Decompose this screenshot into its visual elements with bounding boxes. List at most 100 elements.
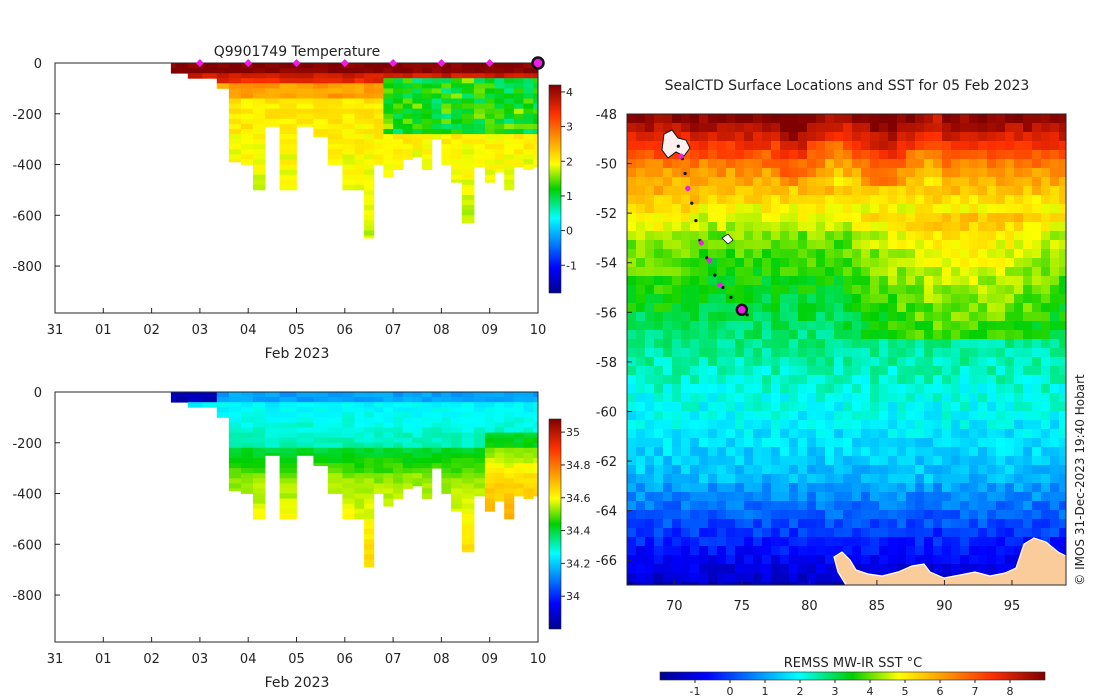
section-cell xyxy=(279,154,297,160)
section-cell xyxy=(253,118,266,125)
sst-cell xyxy=(708,267,718,277)
sst-cell xyxy=(798,258,808,268)
x-tick-label: 03 xyxy=(192,323,209,338)
sst-cell xyxy=(627,384,637,394)
section-cell xyxy=(523,463,534,469)
section-cell xyxy=(342,83,355,89)
sst-cell xyxy=(717,501,727,511)
sst-cell xyxy=(1050,186,1060,196)
sst-cell xyxy=(645,537,655,547)
section-cell xyxy=(253,422,266,428)
sst-cell xyxy=(924,528,934,538)
section-cell xyxy=(441,98,452,104)
sst-cell xyxy=(735,537,745,547)
sst-cell xyxy=(1023,411,1033,421)
sst-cell xyxy=(681,123,691,133)
sst-cell xyxy=(1032,222,1042,232)
sst-cell xyxy=(1059,177,1066,187)
sst-cell xyxy=(654,276,664,286)
sst-cell xyxy=(789,564,799,574)
sst-cell xyxy=(690,357,700,367)
sst-cell xyxy=(1032,384,1042,394)
sst-cell xyxy=(996,474,1006,484)
sst-cell xyxy=(798,438,808,448)
sst-cell xyxy=(726,285,736,295)
sst-cell xyxy=(654,447,664,457)
sst-cell xyxy=(1032,276,1042,286)
sst-cell xyxy=(942,312,952,322)
sst-cell xyxy=(753,420,763,430)
sst-colorbar-tick-label: 5 xyxy=(902,685,909,698)
section-cell xyxy=(494,473,505,479)
sst-cell xyxy=(969,168,979,178)
sst-cell xyxy=(663,177,673,187)
sst-cell xyxy=(807,312,817,322)
sst-cell xyxy=(1059,123,1066,133)
x-tick-label: 09 xyxy=(481,323,498,338)
sst-cell xyxy=(780,402,790,412)
sst-cell xyxy=(636,582,646,585)
sst-cell xyxy=(726,321,736,331)
sst-cell xyxy=(807,384,817,394)
sst-cell xyxy=(753,222,763,232)
sst-cell xyxy=(942,177,952,187)
section-cell xyxy=(327,478,343,484)
sst-cell xyxy=(636,321,646,331)
section-cell xyxy=(202,68,218,74)
sst-cell xyxy=(852,186,862,196)
sst-cell xyxy=(753,528,763,538)
sst-cell xyxy=(726,501,736,511)
section-cell xyxy=(504,447,515,454)
section-cell xyxy=(373,427,384,433)
section-cell xyxy=(228,442,242,449)
temperature-panel: Q9901749 Temperature 0-200-400-600-800 3… xyxy=(12,44,576,362)
section-cell xyxy=(253,412,266,418)
section-cell xyxy=(451,118,463,125)
sst-cell xyxy=(645,339,655,349)
sst-cell xyxy=(717,528,727,538)
section-cell xyxy=(202,402,218,408)
sst-cell xyxy=(726,348,736,358)
sst-cell xyxy=(681,132,691,142)
sst-cell xyxy=(924,294,934,304)
sst-cell xyxy=(879,231,889,241)
section-cell xyxy=(364,539,375,545)
sst-cell xyxy=(888,195,898,205)
track-marker xyxy=(698,240,704,246)
section-cell xyxy=(484,73,495,79)
sst-cell xyxy=(888,177,898,187)
sst-cell xyxy=(726,123,736,133)
section-cell xyxy=(364,392,375,398)
sst-cell xyxy=(996,384,1006,394)
section-cell xyxy=(364,205,375,211)
sst-cell xyxy=(969,249,979,259)
sst-cell xyxy=(978,546,988,556)
sst-cell xyxy=(933,456,943,466)
section-cell xyxy=(533,468,539,474)
sst-cell xyxy=(699,114,709,124)
sst-cell xyxy=(1059,258,1066,268)
sst-cell xyxy=(879,114,889,124)
sst-cell xyxy=(897,375,907,385)
antarctic-land xyxy=(833,537,1066,585)
sst-cell xyxy=(933,258,943,268)
sst-cell xyxy=(717,195,727,205)
sst-cell xyxy=(816,348,826,358)
section-cell xyxy=(422,422,433,428)
sst-cell xyxy=(1059,393,1066,403)
sst-cell xyxy=(834,492,844,502)
sst-cell xyxy=(951,546,961,556)
sst-cell xyxy=(1023,528,1033,538)
section-cell xyxy=(523,478,534,484)
sst-cell xyxy=(1032,258,1042,268)
sst-cell xyxy=(924,447,934,457)
sst-cell xyxy=(780,348,790,358)
sst-cell xyxy=(681,438,691,448)
section-cell xyxy=(296,392,314,398)
sst-cell xyxy=(1005,375,1015,385)
section-cell xyxy=(364,432,375,439)
section-cell xyxy=(373,442,384,449)
sst-cell xyxy=(987,204,997,214)
section-cell xyxy=(265,93,280,99)
temperature-xlabel: Feb 2023 xyxy=(265,346,330,362)
